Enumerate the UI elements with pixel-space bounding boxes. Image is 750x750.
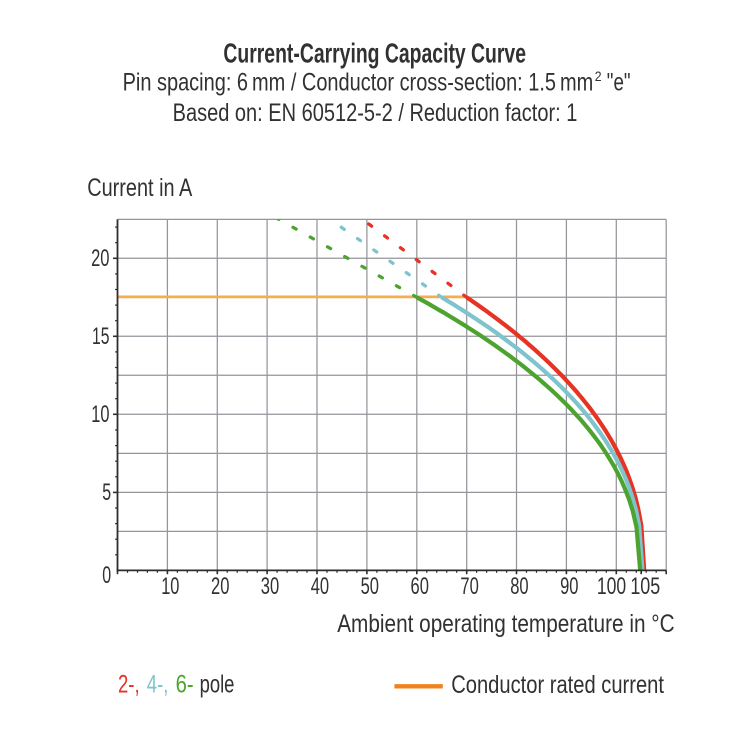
svg-text:50: 50 bbox=[361, 573, 379, 600]
svg-text:15: 15 bbox=[92, 323, 110, 350]
svg-text:4-,: 4-, bbox=[147, 670, 169, 698]
svg-text:105: 105 bbox=[630, 573, 660, 600]
svg-text:2: 2 bbox=[595, 69, 602, 84]
svg-text:20: 20 bbox=[91, 245, 109, 272]
svg-text:5: 5 bbox=[102, 479, 111, 506]
svg-text:100: 100 bbox=[597, 573, 626, 600]
svg-text:Current in A: Current in A bbox=[87, 174, 192, 202]
svg-text:10: 10 bbox=[91, 401, 109, 428]
svg-text:40: 40 bbox=[311, 573, 329, 600]
svg-text:Based on: EN 60512-5-2 / Reduc: Based on: EN 60512-5-2 / Reduction facto… bbox=[173, 99, 578, 127]
svg-text:90: 90 bbox=[560, 573, 578, 600]
svg-text:80: 80 bbox=[510, 573, 528, 600]
svg-text:Conductor rated current: Conductor rated current bbox=[451, 671, 664, 699]
svg-text:Pin spacing: 6 mm / Conductor: Pin spacing: 6 mm / Conductor cross-sect… bbox=[123, 69, 594, 97]
svg-text:2-,: 2-, bbox=[118, 670, 140, 698]
svg-text:30: 30 bbox=[261, 573, 279, 600]
svg-text:"e": "e" bbox=[607, 69, 631, 97]
svg-text:Current-Carrying Capacity Curv: Current-Carrying Capacity Curve bbox=[223, 38, 526, 69]
svg-text:10: 10 bbox=[161, 573, 179, 600]
svg-text:6-: 6- bbox=[176, 670, 194, 698]
svg-text:Ambient operating temperature: Ambient operating temperature in °C bbox=[337, 610, 674, 638]
svg-text:20: 20 bbox=[211, 573, 229, 600]
svg-text:60: 60 bbox=[411, 573, 429, 600]
svg-text:pole: pole bbox=[200, 670, 235, 698]
svg-text:0: 0 bbox=[102, 562, 111, 589]
svg-text:70: 70 bbox=[460, 573, 478, 600]
